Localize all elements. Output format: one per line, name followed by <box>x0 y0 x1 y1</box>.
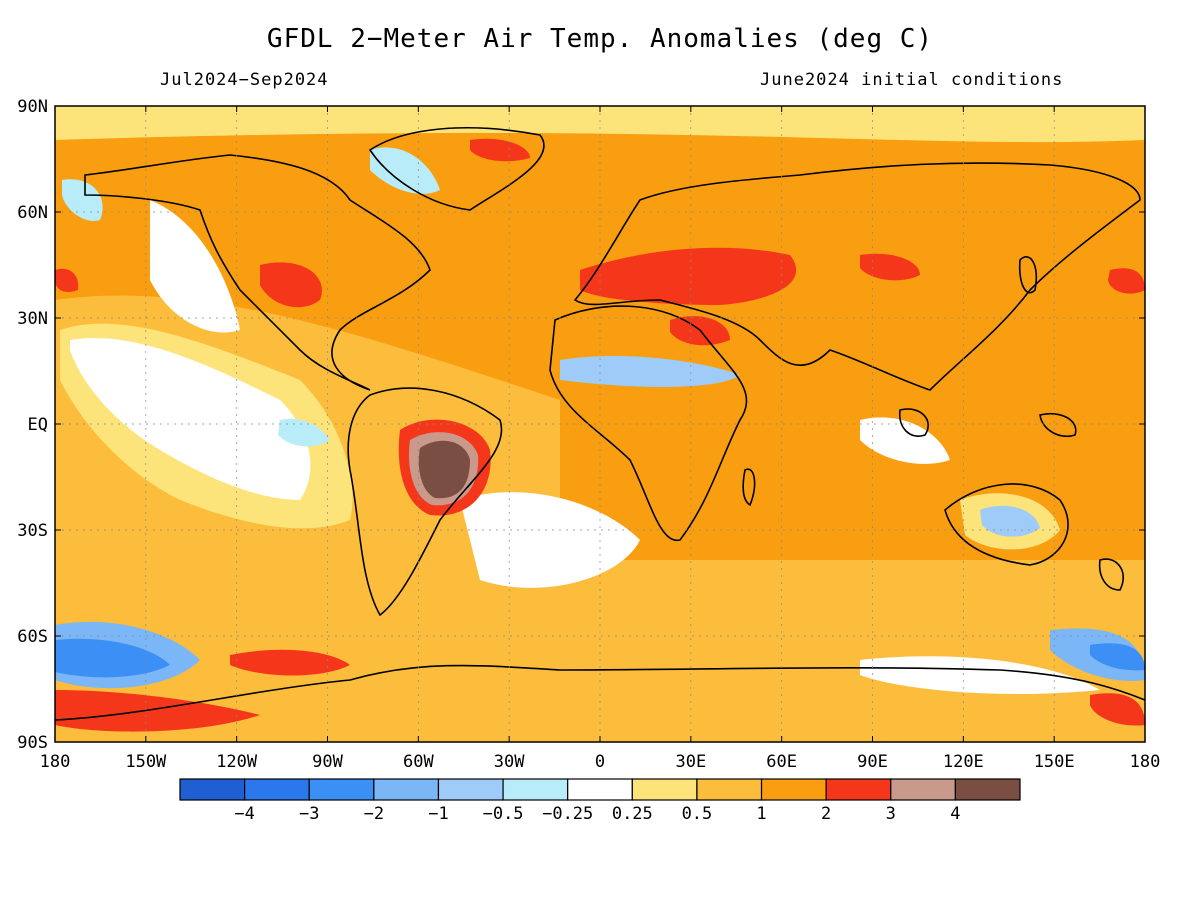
north-america-warm <box>260 262 322 308</box>
greenland-cool <box>370 147 440 194</box>
north-america-outline <box>84 154 431 391</box>
lon-label: 30E <box>675 752 706 772</box>
colorbar-label: −3 <box>299 804 319 824</box>
colorbar-swatch <box>825 778 892 801</box>
lat-label: 90N <box>17 97 48 117</box>
antarctic-neutral <box>860 656 1100 695</box>
dateline-warm <box>55 268 79 292</box>
colorbar-label: −4 <box>234 804 254 824</box>
colorbar-swatch <box>631 778 698 801</box>
map-title: GFDL 2−Meter Air Temp. Anomalies (deg C) <box>266 24 934 54</box>
lon-label: 150W <box>125 752 167 772</box>
lon-label: 120E <box>943 752 984 772</box>
south-america-hotspot <box>418 440 470 499</box>
lon-label: 150E <box>1034 752 1075 772</box>
antarctic-warm-west <box>55 690 260 732</box>
colorbar-label: 4 <box>950 804 960 824</box>
greenland-outline <box>368 127 545 211</box>
mongolia-warm <box>860 253 920 281</box>
antarctica-outline <box>55 664 1145 721</box>
initial-conditions: June2024 initial conditions <box>760 70 1064 90</box>
colorbar-swatch <box>954 778 1021 801</box>
forecast-period: Jul2024−Sep2024 <box>160 70 329 90</box>
colorbar-swatch <box>308 778 375 801</box>
greenland-warm <box>470 138 530 162</box>
borneo-outline <box>899 408 929 437</box>
colorbar-swatch <box>567 778 633 801</box>
colorbar-swatch <box>244 778 310 801</box>
colorbar-label: −0.25 <box>542 804 593 824</box>
australia-cool <box>980 505 1040 537</box>
longitude-labels: 180 150W 120W 90W 60W 30W 0 30E 60E 90E 120E 150E 18… <box>40 106 1161 772</box>
map-field <box>55 106 1145 742</box>
amundsen-warm <box>230 649 350 676</box>
tropical-pacific-neutral <box>70 338 311 500</box>
colorbar-swatch <box>437 778 504 801</box>
lat-label: 60N <box>17 203 48 223</box>
pacific-cool-patch <box>278 418 330 447</box>
colorbar-label: 0.5 <box>682 804 713 824</box>
lon-label: 90W <box>312 752 343 772</box>
arctic-band <box>55 106 1145 143</box>
indian-ocean-neutral <box>860 417 950 464</box>
lon-label: 60W <box>403 752 434 772</box>
lat-label: 30S <box>17 521 48 541</box>
colorbar-label: 0.25 <box>612 804 653 824</box>
eurasia-outline <box>573 162 1141 391</box>
lat-label: EQ <box>28 415 48 435</box>
lat-label: 60S <box>17 627 48 647</box>
lon-label: 120W <box>216 752 258 772</box>
lon-label: 60E <box>766 752 797 772</box>
lat-label: 30N <box>17 309 48 329</box>
lon-label: 0 <box>595 752 605 772</box>
colorbar-swatch <box>179 778 246 801</box>
lat-label: 90S <box>17 733 48 753</box>
lon-label: 180 <box>1130 752 1161 772</box>
southern-indian-colder <box>1090 643 1145 671</box>
southern-ocean-band <box>55 560 1145 742</box>
graticule <box>55 106 1145 742</box>
alaska-cool <box>62 179 103 221</box>
colorbar-swatch <box>502 778 569 801</box>
antarctic-warm-east <box>1090 693 1145 726</box>
latitude-labels: 90N 60N 30N EQ 30S 60S 90S <box>17 97 1145 753</box>
colorbar-swatch <box>373 778 440 801</box>
australia-outline <box>944 483 1069 566</box>
colorbar-label: −1 <box>428 804 448 824</box>
south-america-outline <box>347 387 503 617</box>
colorbar-label: −2 <box>364 804 384 824</box>
lon-label: 180 <box>40 752 71 772</box>
south-atlantic-neutral <box>460 492 640 588</box>
japan-outline <box>1018 256 1038 294</box>
eurasia-warm <box>580 247 797 305</box>
colorbar-label: 2 <box>821 804 831 824</box>
northeast-pacific-neutral <box>150 200 240 333</box>
colorbar-label: 1 <box>756 804 766 824</box>
colorbar-label: −0.5 <box>483 804 524 824</box>
colorbar-label: 3 <box>886 804 896 824</box>
southern-pacific-colder <box>55 638 170 678</box>
africa-outline <box>549 305 748 541</box>
lon-label: 90E <box>857 752 888 772</box>
madagascar-outline <box>742 468 756 507</box>
lon-label: 30W <box>494 752 525 772</box>
sahel-cool-band <box>560 355 740 387</box>
north-pacific-warm <box>1108 268 1145 294</box>
colorbar-swatch <box>696 778 763 801</box>
coastlines <box>55 127 1145 721</box>
new-zealand-outline <box>1098 558 1125 591</box>
colorbar-swatch <box>760 778 827 801</box>
colorbar: −4 −3 −2 −1 −0.5 −0.25 0.25 0.5 1 2 3 4 <box>179 778 1021 824</box>
colorbar-swatch <box>890 778 956 801</box>
new-guinea-outline <box>1039 413 1077 437</box>
